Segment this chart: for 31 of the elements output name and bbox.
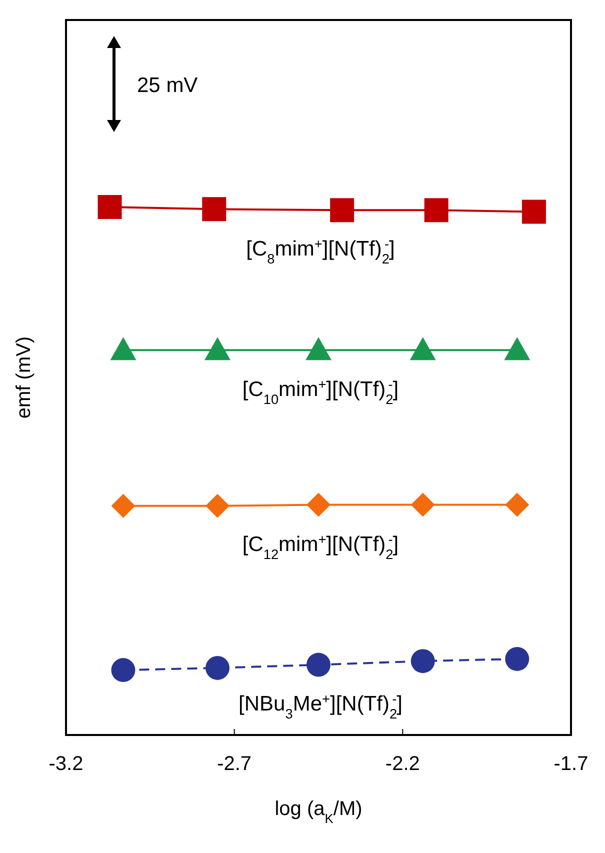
text: 25 mV [137, 74, 198, 97]
point [110, 337, 136, 360]
series-label: [C$_{12}$mim$^{+}$][N(Tf)$_{2}$$^{-}$] [242, 532, 399, 562]
point [330, 198, 354, 222]
x-tick-label: -2.7 [217, 753, 252, 775]
point [505, 646, 530, 671]
point [98, 195, 122, 219]
point [202, 197, 226, 222]
point [522, 200, 546, 224]
point [410, 492, 435, 517]
series-label: [C$_{8}$mim$^{+}$][N(Tf)$_{2}$$^{-}$] [246, 236, 395, 266]
point [410, 649, 435, 674]
series-label: [C$_{10}$mim$^{+}$][N(Tf)$_{2}$$^{-}$] [242, 376, 399, 407]
point [410, 337, 436, 360]
point [306, 492, 330, 517]
x-tick-label: -3.2 [48, 753, 84, 775]
x-axis-title: log (a$_{K}$/M) [274, 798, 362, 826]
point [306, 652, 330, 677]
y-axis-title: emf (mV) [13, 336, 35, 419]
point [206, 656, 230, 680]
series-label: [NBu$_{3}$Me$^{+}$][N(Tf)$_{2}$$^{-}$] [238, 691, 402, 722]
x-tick-label: -2.2 [385, 753, 420, 775]
point [204, 337, 230, 360]
point [424, 198, 448, 222]
point [206, 494, 230, 518]
point [111, 494, 136, 518]
point [111, 658, 136, 682]
point [306, 337, 332, 360]
x-tick-label: -1.7 [554, 753, 588, 775]
point [504, 337, 530, 360]
point [505, 492, 530, 517]
